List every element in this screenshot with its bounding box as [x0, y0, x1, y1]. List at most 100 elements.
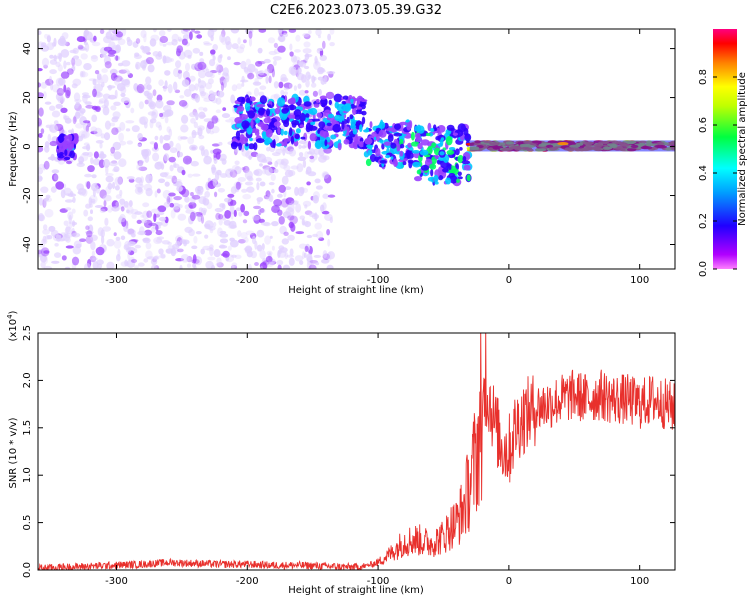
spectral-blob	[196, 34, 203, 39]
spectral-blob	[162, 143, 171, 151]
spectral-blob	[224, 36, 231, 46]
spectral-blob	[170, 58, 174, 62]
spectral-blob	[258, 29, 267, 33]
spectral-blob	[273, 60, 277, 66]
spectral-blob	[414, 125, 419, 132]
spectral-blob	[155, 99, 164, 109]
spectral-blob	[332, 123, 342, 133]
spectral-blob	[277, 45, 286, 53]
spectral-blob	[66, 160, 72, 165]
spectral-blob	[40, 261, 46, 269]
spectral-blob	[364, 137, 373, 145]
spectral-blob	[117, 38, 126, 46]
spectral-blob	[168, 128, 173, 138]
spectral-blob	[267, 37, 276, 44]
x-tick-label: -300	[105, 576, 128, 587]
spectral-blob	[320, 78, 326, 85]
spectral-blob	[187, 54, 192, 59]
spectral-blob	[65, 207, 72, 211]
spectral-blob	[256, 182, 260, 191]
spectral-blob	[91, 114, 98, 123]
spectral-blob	[306, 234, 313, 239]
spectral-blob	[218, 213, 224, 220]
spectral-blob	[83, 63, 92, 71]
spectral-blob	[79, 108, 86, 114]
spectral-blob	[218, 245, 228, 249]
spectral-blob	[297, 67, 302, 75]
spectral-blob	[119, 189, 123, 197]
spectral-blob	[158, 30, 166, 37]
spectral-blob	[143, 258, 149, 263]
spectral-blob	[125, 120, 135, 124]
spectral-blob	[220, 253, 228, 257]
spectral-blob	[321, 171, 329, 179]
spectral-blob	[264, 139, 270, 146]
spectral-blob	[309, 157, 315, 163]
spectral-blob	[309, 155, 315, 160]
spectral-blob	[146, 210, 153, 218]
spectral-blob	[99, 142, 103, 149]
colorbar-label: Normalized spectral amplitude	[737, 72, 748, 226]
spectral-blob	[93, 151, 99, 159]
spectral-blob	[131, 233, 136, 238]
spectral-blob	[298, 152, 304, 157]
spectral-blob	[426, 132, 431, 137]
spectral-blob	[412, 161, 421, 168]
spectral-blob	[385, 154, 391, 159]
spectral-blob	[261, 243, 265, 251]
spectral-blob	[177, 135, 183, 141]
spectral-blob	[191, 129, 197, 139]
spectral-blob	[320, 154, 328, 160]
spectral-blob	[152, 152, 160, 162]
spectral-blob	[117, 176, 123, 185]
spectral-blob	[83, 120, 91, 124]
spectral-blob	[171, 175, 178, 184]
spectral-blob	[148, 103, 155, 108]
spectral-blob	[113, 239, 122, 249]
spectral-blob	[64, 266, 71, 269]
spectral-blob	[461, 160, 471, 165]
spectral-blob	[197, 61, 207, 70]
spectral-blob	[92, 257, 98, 261]
spectral-blob	[147, 64, 155, 73]
spectral-blob	[272, 56, 282, 61]
spectral-blob	[229, 205, 235, 215]
spectral-blob	[334, 114, 343, 121]
spectral-blob	[240, 60, 247, 70]
spectral-blob	[297, 83, 302, 89]
spectral-blob	[282, 148, 286, 156]
spectral-blob	[74, 99, 82, 103]
spectral-blob	[280, 77, 289, 82]
spectral-blob	[221, 203, 226, 210]
spectral-blob	[43, 64, 48, 69]
spectral-blob	[438, 156, 446, 161]
spectral-blob	[216, 257, 222, 265]
spectral-blob	[191, 245, 198, 250]
spectral-blob	[448, 173, 456, 178]
spectral-blob	[173, 196, 182, 201]
spectral-blob	[91, 250, 95, 257]
spectral-blob	[100, 229, 105, 238]
spectral-blob	[440, 137, 445, 141]
spectral-blob	[155, 224, 159, 232]
spectral-blob	[265, 255, 273, 263]
spectral-blob	[236, 207, 241, 212]
spectral-blob	[68, 221, 73, 229]
spectral-blob	[296, 163, 304, 173]
spectral-blob	[337, 142, 342, 151]
colorbar	[713, 29, 737, 269]
spectral-blob	[429, 128, 435, 133]
spectral-blob	[90, 157, 94, 165]
spectral-blob	[43, 250, 50, 254]
spectral-blob	[267, 63, 275, 74]
spectral-blob	[278, 184, 286, 193]
spectral-blob	[106, 238, 115, 247]
spectral-blob	[159, 35, 169, 44]
spectral-blob	[99, 29, 105, 35]
spectral-blob	[223, 219, 231, 226]
spectral-blob	[132, 41, 139, 48]
spectral-blob	[393, 132, 403, 137]
spectrogram-xlabel: Height of straight line (km)	[288, 285, 424, 296]
spectral-blob	[298, 144, 302, 150]
spectral-blob	[60, 107, 68, 114]
